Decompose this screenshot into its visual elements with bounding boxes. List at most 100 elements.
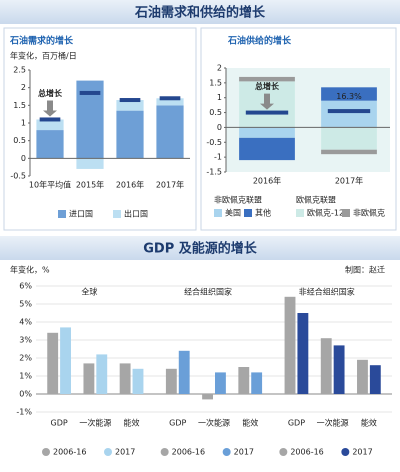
bar: [60, 327, 71, 394]
bar: [202, 394, 213, 400]
bar-segment: [116, 110, 144, 159]
annotation: 总增长: [255, 81, 280, 91]
bar-segment: [321, 127, 377, 150]
bar: [357, 359, 368, 394]
legend-label: 2017: [352, 448, 372, 457]
x-tick-label: GDP: [51, 419, 68, 428]
legend-swatch: [222, 448, 231, 456]
bar: [238, 367, 250, 394]
bar: [320, 338, 332, 394]
banner: [0, 236, 400, 260]
bar-segment: [239, 127, 295, 138]
x-tick-label: 能效: [124, 418, 140, 428]
x-tick-label: GDP: [169, 419, 186, 428]
legend-swatch: [104, 448, 112, 456]
x-tick-label: 2017年: [156, 180, 184, 190]
bar: [165, 368, 177, 394]
chart-title: 石油需求的增长: [9, 35, 74, 47]
bar-segment: [156, 105, 184, 159]
bar: [132, 368, 144, 394]
banner-title: GDP 及能源的增长: [143, 241, 258, 257]
y-tick-label: 2: [217, 64, 222, 73]
x-tick-label: 一次能源: [79, 418, 111, 428]
bar-segment: [116, 100, 144, 111]
bar: [83, 363, 95, 394]
x-tick-label: GDP: [288, 419, 305, 428]
legend-group: 非欧佩克联盟: [214, 195, 262, 205]
legend-label: 美国: [225, 208, 241, 218]
legend-label: 2006-16: [172, 448, 205, 457]
credit: 制图：赵迁: [345, 265, 385, 275]
legend-label: 2006-16: [53, 448, 86, 457]
legend-label: 2017: [234, 448, 254, 457]
panel: [200, 27, 397, 231]
y-tick-label: 2.5: [13, 66, 26, 75]
x-tick-label: 2016年: [253, 176, 281, 186]
y-tick-label: 3%: [19, 336, 32, 345]
legend-label: 其他: [255, 208, 271, 218]
total-marker: [39, 117, 61, 122]
group-title: 全球: [81, 287, 97, 297]
bar-segment: [321, 149, 377, 155]
y-tick-label: 4%: [19, 318, 32, 327]
bar-segment: [321, 87, 377, 101]
legend-swatch: [214, 209, 222, 217]
arrow: [260, 93, 274, 110]
bar-segment: [239, 137, 295, 161]
total-marker: [79, 90, 101, 95]
chart-title: 石油供给的增长: [227, 35, 292, 47]
legend-label: 出口国: [124, 209, 148, 219]
panel: [3, 27, 197, 231]
bar-segment: [36, 119, 64, 131]
bar: [119, 363, 131, 394]
subtitle: 年变化，百万桶/日: [10, 51, 77, 61]
bar: [297, 313, 309, 394]
bar-segment: [76, 158, 104, 169]
bar: [369, 365, 381, 394]
bar-segment: [36, 130, 64, 159]
legend-swatch: [160, 448, 169, 456]
legend-label: 2006-16: [290, 448, 323, 457]
total-marker: [159, 96, 181, 101]
bar: [215, 372, 226, 394]
annotation: 16.3%: [336, 92, 362, 101]
legend-swatch: [42, 448, 50, 456]
x-tick-label: 一次能源: [198, 418, 230, 428]
y-tick-label: 0: [217, 123, 222, 132]
legend-swatch: [296, 209, 304, 217]
x-tick-label: 能效: [242, 418, 258, 428]
x-tick-label: 一次能源: [317, 418, 349, 428]
legend-swatch: [58, 210, 66, 218]
legend-swatch: [113, 210, 121, 218]
legend-label: 非欧佩克: [353, 208, 385, 218]
bar: [178, 350, 190, 394]
group-title: 非经合组织国家: [299, 287, 355, 297]
total-marker: [245, 110, 289, 115]
legend-label: 2017: [115, 448, 135, 457]
total-marker: [327, 109, 371, 114]
bar: [251, 372, 263, 394]
y-tick-label: -0.5: [206, 138, 222, 147]
x-tick-label: 2016年: [116, 180, 144, 190]
arrow: [43, 100, 57, 117]
x-tick-label: 2015年: [76, 180, 104, 190]
y-tick-label: 0.5: [209, 108, 222, 117]
y-tick-label: 1: [217, 93, 222, 102]
legend-label: 欧佩克-12: [307, 208, 344, 218]
bar: [47, 332, 59, 394]
y-tick-label: -1%: [16, 408, 32, 417]
bar-segment: [239, 76, 295, 82]
y-tick-label: -1: [214, 153, 222, 162]
y-axis-label: 年变化，%: [10, 265, 50, 275]
x-tick-label: 10年平均值: [29, 180, 71, 190]
legend-group: 欧佩克联盟: [296, 195, 336, 205]
legend-swatch: [342, 209, 350, 217]
y-tick-label: -1.5: [206, 168, 222, 177]
y-tick-label: 0.5: [13, 136, 26, 145]
bar: [333, 345, 345, 394]
bar-segment: [321, 100, 377, 128]
banner-title: 石油需求和供给的增长: [134, 5, 266, 21]
bar: [284, 296, 296, 394]
y-tick-label: 1.5: [13, 101, 26, 110]
